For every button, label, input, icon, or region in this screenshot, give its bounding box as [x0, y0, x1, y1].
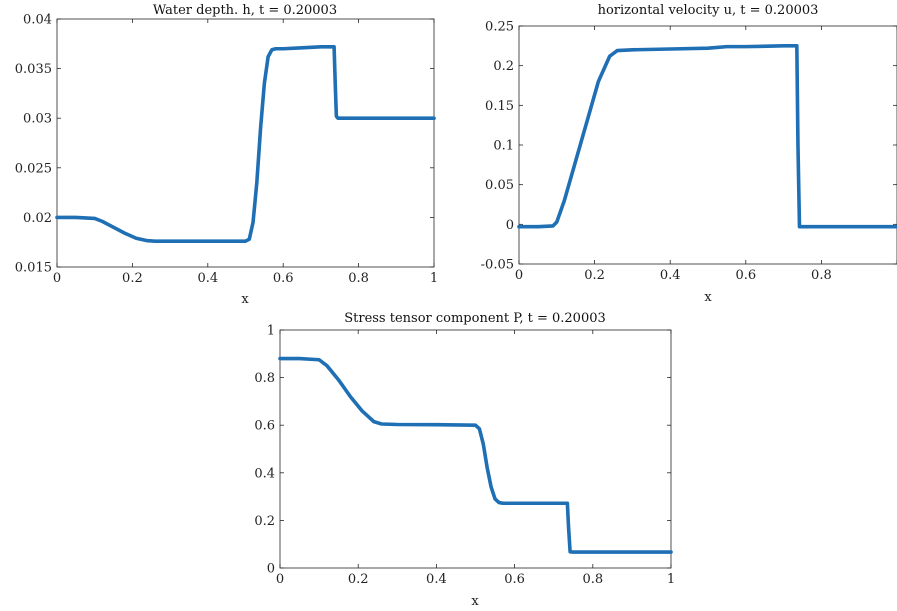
water-depth-plot: Water depth. h, t = 0.20003 0 0.2 0.4 0.6 0.… [15, 3, 438, 307]
velocity-x-tick-label: 0.2 [584, 268, 605, 283]
stress-ticks: 0 0.2 0.4 0.6 0.8 1 0 0.2 0.4 0.6 0.8 1 [254, 324, 675, 588]
water-depth-y-tick-label: 0.035 [15, 62, 52, 77]
velocity-x-tick-label: 0.4 [660, 268, 681, 283]
stress-axes-frame [279, 329, 672, 569]
stress-title: Stress tensor component P, t = 0.20003 [344, 311, 606, 326]
stress-y-tick-label: 0.2 [254, 514, 275, 529]
water-depth-y-tick-label: 0.025 [15, 161, 52, 176]
stress-x-tick-label: 0.4 [426, 572, 447, 587]
velocity-y-tick-label: 0.15 [485, 99, 514, 114]
velocity-x-tick-label: 0.8 [811, 268, 832, 283]
stress-y-tick-label: 0 [267, 562, 275, 577]
velocity-line [517, 44, 897, 229]
stress-x-tick-label: 0.2 [348, 572, 369, 587]
stress-y-tick-label: 0.4 [254, 466, 275, 481]
velocity-y-tick-label: 0.05 [485, 178, 514, 193]
velocity-title: horizontal velocity u, t = 0.20003 [598, 3, 819, 18]
stress-x-axis-label: x [471, 594, 479, 609]
stress-plot: Stress tensor component P, t = 0.20003 0… [254, 311, 675, 609]
stress-line [278, 356, 673, 554]
water-depth-y-tick-label: 0.015 [15, 261, 52, 276]
water-depth-x-tick-label: 0.4 [197, 271, 218, 286]
water-depth-title: Water depth. h, t = 0.20003 [153, 3, 337, 18]
velocity-y-tick-label: 0.25 [485, 20, 514, 35]
velocity-y-tick-label: 0 [506, 218, 514, 233]
water-depth-x-axis-label: x [241, 292, 249, 307]
water-depth-y-tick-label: 0.02 [23, 211, 52, 226]
water-depth-line [55, 44, 436, 244]
velocity-plot: horizontal velocity u, t = 0.20003 0 0.2 0… [481, 3, 897, 305]
water-depth-x-tick-label: 0.6 [273, 271, 294, 286]
water-depth-x-tick-label: 1 [430, 271, 438, 286]
water-depth-axes-frame [56, 18, 435, 268]
water-depth-y-tick-label: 0.04 [23, 13, 52, 28]
water-depth-ticks: 0 0.2 0.4 0.6 0.8 1 0.015 0.02 0.025 0.03 0.035 0.0… [15, 13, 438, 287]
stress-x-tick-label: 0 [276, 572, 284, 587]
velocity-y-tick-label: -0.05 [481, 258, 514, 273]
velocity-x-tick-label: 0 [515, 268, 523, 283]
stress-x-tick-label: 1 [667, 572, 675, 587]
water-depth-x-tick-label: 0.2 [122, 271, 143, 286]
stress-x-tick-label: 0.8 [582, 572, 603, 587]
stress-y-tick-label: 0.8 [254, 371, 275, 386]
velocity-x-axis-label: x [704, 290, 712, 305]
water-depth-y-tick-label: 0.03 [23, 112, 52, 127]
velocity-y-tick-label: 0.1 [493, 139, 514, 154]
velocity-y-tick-label: 0.2 [493, 59, 514, 74]
water-depth-x-tick-label: 0.8 [348, 271, 369, 286]
water-depth-x-tick-label: 0 [53, 271, 61, 286]
stress-y-tick-label: 0.6 [254, 419, 275, 434]
velocity-x-tick-label: 0.6 [735, 268, 756, 283]
stress-y-tick-label: 1 [267, 324, 275, 339]
stress-x-tick-label: 0.6 [504, 572, 525, 587]
